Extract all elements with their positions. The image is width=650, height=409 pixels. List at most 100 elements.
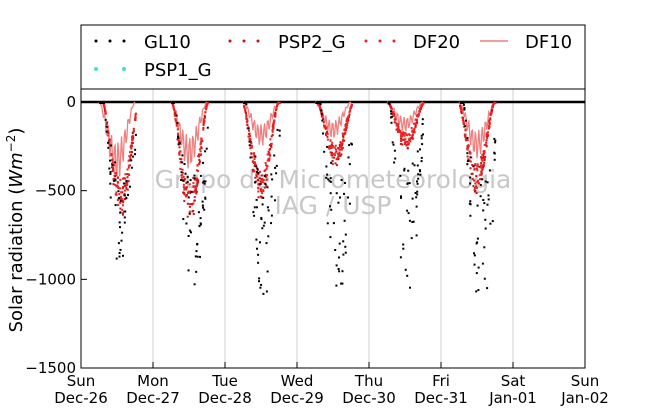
data-point-df20 xyxy=(397,123,400,126)
data-point-psp2_g xyxy=(193,178,196,181)
data-point-df20 xyxy=(243,107,246,110)
data-point-df20 xyxy=(114,172,117,175)
legend: GL10 PSP2_G DF20 DF10 PSP1_G xyxy=(80,24,586,90)
x-tick-label-date: Dec-26 xyxy=(54,389,108,407)
data-point-df20 xyxy=(488,123,491,126)
data-point-psp2_g xyxy=(186,202,189,205)
data-point-gl10 xyxy=(487,198,490,201)
data-point-df20 xyxy=(112,177,115,180)
data-point-df20 xyxy=(331,145,334,148)
data-point-gl10 xyxy=(125,196,128,199)
data-point-gl10 xyxy=(134,148,137,151)
x-tick-label-date: Jan-01 xyxy=(488,389,537,407)
data-point-psp2_g xyxy=(193,199,196,202)
data-point-df20 xyxy=(266,165,269,167)
data-point-gl10 xyxy=(416,193,419,196)
data-point-df20 xyxy=(476,181,479,183)
data-point-gl10 xyxy=(329,205,331,208)
x-tick-label-day: Sun xyxy=(67,372,96,390)
data-point-gl10 xyxy=(338,270,341,273)
legend-item-psp1g: PSP1_G xyxy=(94,60,212,81)
data-point-df20 xyxy=(199,143,202,146)
data-point-gl10 xyxy=(180,171,183,174)
data-point-gl10 xyxy=(261,203,264,206)
data-point-psp2_g xyxy=(195,192,198,195)
data-point-gl10 xyxy=(182,179,185,182)
data-point-gl10 xyxy=(418,169,421,172)
data-point-psp2_g xyxy=(270,145,273,148)
data-point-df20 xyxy=(349,106,352,109)
data-point-gl10 xyxy=(416,180,418,183)
data-point-psp2_g xyxy=(265,184,268,187)
data-point-gl10 xyxy=(419,173,422,176)
x-tick-label-date: Dec-30 xyxy=(342,389,396,407)
data-point-gl10 xyxy=(483,277,486,280)
data-point-df20 xyxy=(178,139,181,142)
data-point-gl10 xyxy=(274,166,277,169)
data-point-df20 xyxy=(134,113,137,116)
data-point-df20 xyxy=(122,204,124,207)
data-point-df20 xyxy=(463,122,466,125)
data-point-df20 xyxy=(196,164,199,167)
data-point-df20 xyxy=(341,132,344,135)
data-point-psp2_g xyxy=(185,194,188,196)
series-layer xyxy=(81,100,585,295)
data-point-psp2_g xyxy=(181,168,184,171)
data-point-df20 xyxy=(174,118,177,121)
data-point-df20 xyxy=(110,153,113,156)
data-point-df20 xyxy=(264,162,267,164)
data-point-df20 xyxy=(467,144,470,147)
data-point-gl10 xyxy=(419,170,421,173)
data-point-df20 xyxy=(480,165,483,168)
data-point-gl10 xyxy=(130,166,133,169)
data-point-gl10 xyxy=(123,194,126,197)
legend-item-psp2g: PSP2_G xyxy=(228,32,346,53)
data-point-gl10 xyxy=(248,144,251,147)
data-point-gl10 xyxy=(488,169,491,172)
data-point-psp2_g xyxy=(113,174,116,177)
data-point-df20 xyxy=(477,179,479,182)
data-point-gl10 xyxy=(203,182,206,185)
data-point-df20 xyxy=(246,118,249,121)
data-point-df20 xyxy=(464,134,467,137)
data-point-df20 xyxy=(462,119,465,122)
data-point-df20 xyxy=(115,191,118,194)
data-point-df20 xyxy=(200,139,203,142)
data-point-df20 xyxy=(414,123,417,126)
data-point-psp2_g xyxy=(322,117,325,120)
data-point-psp2_g xyxy=(112,168,115,171)
data-point-gl10 xyxy=(483,202,486,205)
data-point-gl10 xyxy=(275,164,278,167)
data-point-gl10 xyxy=(249,156,252,159)
data-point-psp2_g xyxy=(197,179,200,182)
data-point-df20 xyxy=(333,154,336,156)
data-point-gl10 xyxy=(266,270,269,273)
data-point-psp2_g xyxy=(483,152,486,155)
data-point-df20 xyxy=(108,142,111,145)
data-point-df20 xyxy=(199,150,202,153)
data-point-gl10 xyxy=(172,102,175,104)
data-point-psp2_g xyxy=(257,183,260,186)
data-point-df20 xyxy=(111,161,114,164)
data-point-df20 xyxy=(180,158,183,161)
data-point-df20 xyxy=(115,185,118,188)
data-point-df20 xyxy=(399,130,402,132)
data-point-df20 xyxy=(479,173,482,176)
data-point-gl10 xyxy=(420,137,423,140)
data-point-df20 xyxy=(330,153,333,156)
series-line-df10 xyxy=(386,101,424,132)
data-point-psp2_g xyxy=(174,112,177,115)
data-point-df20 xyxy=(111,158,114,161)
data-point-gl10 xyxy=(134,153,136,156)
data-point-psp2_g xyxy=(490,110,493,113)
data-point-df20 xyxy=(116,181,119,184)
y-tick-label: 0 xyxy=(66,93,76,111)
data-point-psp2_g xyxy=(486,134,489,137)
data-point-df20 xyxy=(331,141,334,144)
data-point-gl10 xyxy=(400,195,402,198)
data-point-psp2_g xyxy=(127,180,130,183)
data-point-df20 xyxy=(125,188,128,191)
data-point-df20 xyxy=(253,161,256,164)
data-point-psp2_g xyxy=(126,188,129,191)
